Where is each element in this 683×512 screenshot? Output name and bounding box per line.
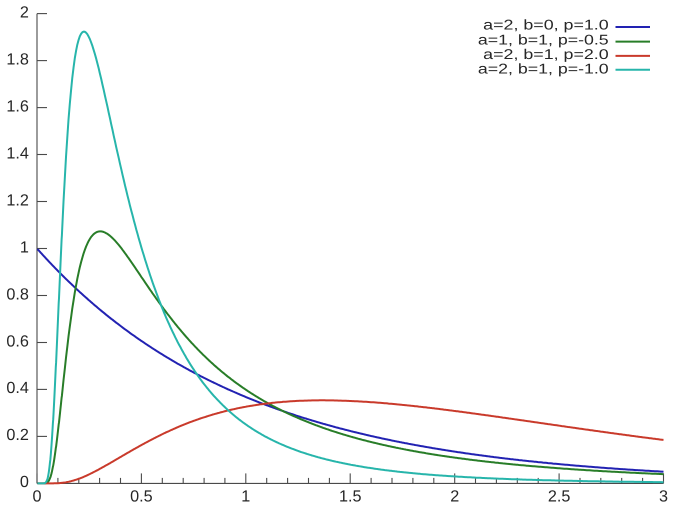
svg-text:a=1, b=1, p=-0.5: a=1, b=1, p=-0.5 — [478, 31, 609, 47]
svg-text:1.6: 1.6 — [6, 97, 29, 115]
svg-text:3: 3 — [659, 488, 668, 506]
svg-text:2: 2 — [450, 488, 459, 506]
svg-text:0.2: 0.2 — [6, 426, 29, 444]
svg-text:0.6: 0.6 — [6, 332, 29, 350]
svg-text:1.4: 1.4 — [6, 144, 29, 162]
svg-text:a=2, b=0, p=1.0: a=2, b=0, p=1.0 — [483, 17, 609, 33]
svg-text:2: 2 — [20, 3, 29, 21]
svg-text:0: 0 — [32, 488, 41, 506]
svg-text:1.2: 1.2 — [6, 191, 29, 209]
svg-text:1: 1 — [241, 488, 250, 506]
svg-text:a=2, b=1, p=2.0: a=2, b=1, p=2.0 — [483, 46, 609, 62]
svg-text:0.5: 0.5 — [130, 488, 153, 506]
svg-text:0.4: 0.4 — [6, 379, 29, 397]
svg-text:1: 1 — [20, 238, 29, 256]
svg-text:1.5: 1.5 — [339, 488, 362, 506]
svg-text:1.8: 1.8 — [6, 50, 29, 68]
svg-text:a=2, b=1, p=-1.0: a=2, b=1, p=-1.0 — [478, 61, 609, 77]
svg-text:0: 0 — [20, 473, 29, 491]
svg-text:0.8: 0.8 — [6, 285, 29, 303]
svg-text:2.5: 2.5 — [548, 488, 571, 506]
